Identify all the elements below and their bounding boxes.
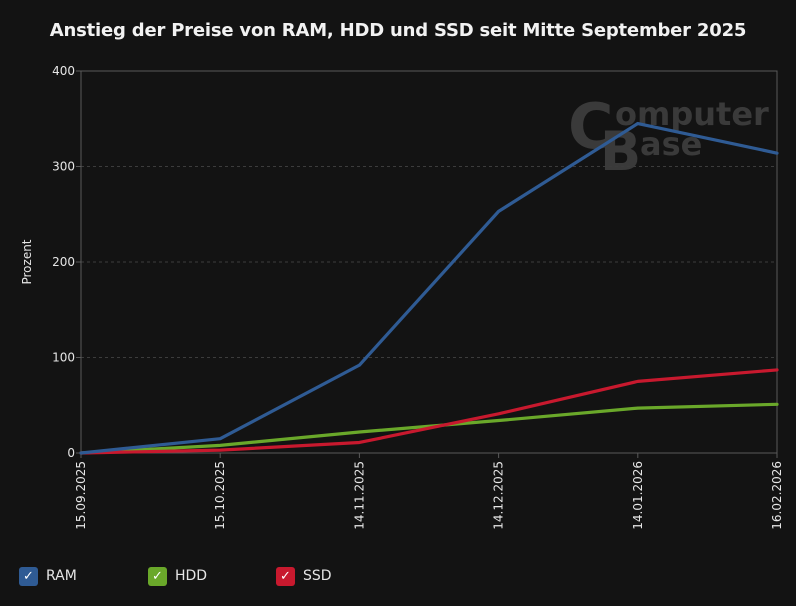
x-tick-label-4: 14.01.2026 — [631, 461, 645, 530]
y-tick-label-200: 200 — [52, 255, 75, 269]
y-tick-label-0: 0 — [67, 446, 75, 460]
watermark-letter-c: C — [568, 90, 614, 163]
grid-lines — [81, 166, 777, 358]
computerbase-watermark: C omputer B ase — [568, 90, 769, 183]
series-line-ssd — [79, 368, 779, 455]
watermark-letter-b: B — [600, 120, 641, 183]
legend-label: RAM — [46, 568, 77, 584]
chart-title: Anstieg der Preise von RAM, HDD und SSD … — [49, 20, 747, 41]
checkbox-icon[interactable]: ✓ — [276, 566, 295, 586]
x-tick-label-3: 14.12.2025 — [492, 461, 506, 530]
watermark-text-omputer: omputer — [615, 95, 769, 133]
legend-label: HDD — [175, 568, 208, 584]
y-tick-label-400: 400 — [52, 64, 75, 78]
legend-item-ssd[interactable]: ✓ SSD — [276, 566, 332, 586]
y-tick-label-300: 300 — [52, 160, 75, 174]
x-tick-label-2: 14.11.2025 — [352, 461, 366, 530]
checkbox-icon[interactable]: ✓ — [19, 566, 38, 586]
x-tick-label-5: 16.02.2026 — [770, 461, 784, 530]
legend-item-ram[interactable]: ✓ RAM — [19, 566, 77, 586]
x-axis-ticks: 15.09.2025 15.10.2025 14.11.2025 14.12.2025… — [74, 453, 784, 530]
legend-item-hdd[interactable]: ✓ HDD — [148, 566, 208, 586]
checkbox-icon[interactable]: ✓ — [148, 566, 167, 586]
series-lines — [79, 121, 779, 455]
series-line-ram — [79, 121, 779, 455]
y-tick-label-100: 100 — [52, 351, 75, 365]
legend-label: SSD — [303, 568, 332, 584]
x-tick-label-1: 15.10.2025 — [213, 461, 227, 530]
series-line-hdd — [79, 402, 779, 455]
y-axis-ticks: 0 100 200 300 400 — [52, 64, 81, 460]
y-axis-label: Prozent — [20, 239, 34, 284]
x-tick-label-0: 15.09.2025 — [74, 461, 88, 530]
